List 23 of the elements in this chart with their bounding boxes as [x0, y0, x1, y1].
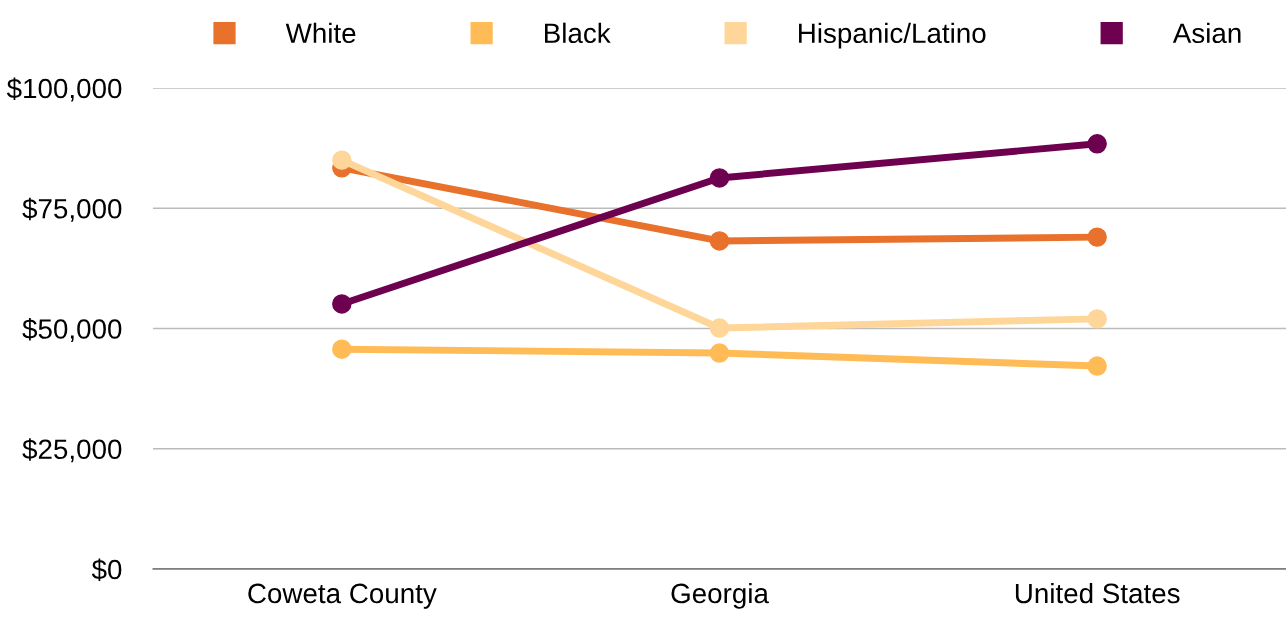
y-tick-label: $100,000 — [6, 77, 122, 102]
point — [1087, 309, 1107, 329]
x-tick-label: United States — [1015, 582, 1180, 604]
point — [332, 150, 352, 170]
y-tick-label: $50,000 — [22, 318, 122, 343]
legend-label: Hispanic/Latino — [799, 22, 986, 49]
point — [709, 168, 730, 188]
x-tick-label: Coweta County — [248, 583, 437, 609]
y-tick-label: $25,000 — [22, 438, 122, 463]
point — [1087, 356, 1107, 376]
point — [1087, 134, 1107, 154]
x-tick-label: Georgia — [671, 582, 769, 609]
point — [709, 231, 730, 251]
point — [332, 339, 352, 359]
y-tick-label: $0 — [91, 558, 122, 581]
point — [332, 294, 352, 314]
point — [709, 318, 730, 338]
legend-label: Black — [545, 22, 611, 44]
y-tick-label: $75,000 — [22, 197, 122, 222]
legend-label: White — [285, 22, 356, 44]
legend-label: Asian — [1172, 22, 1241, 44]
point — [1087, 227, 1107, 247]
point — [709, 343, 730, 363]
